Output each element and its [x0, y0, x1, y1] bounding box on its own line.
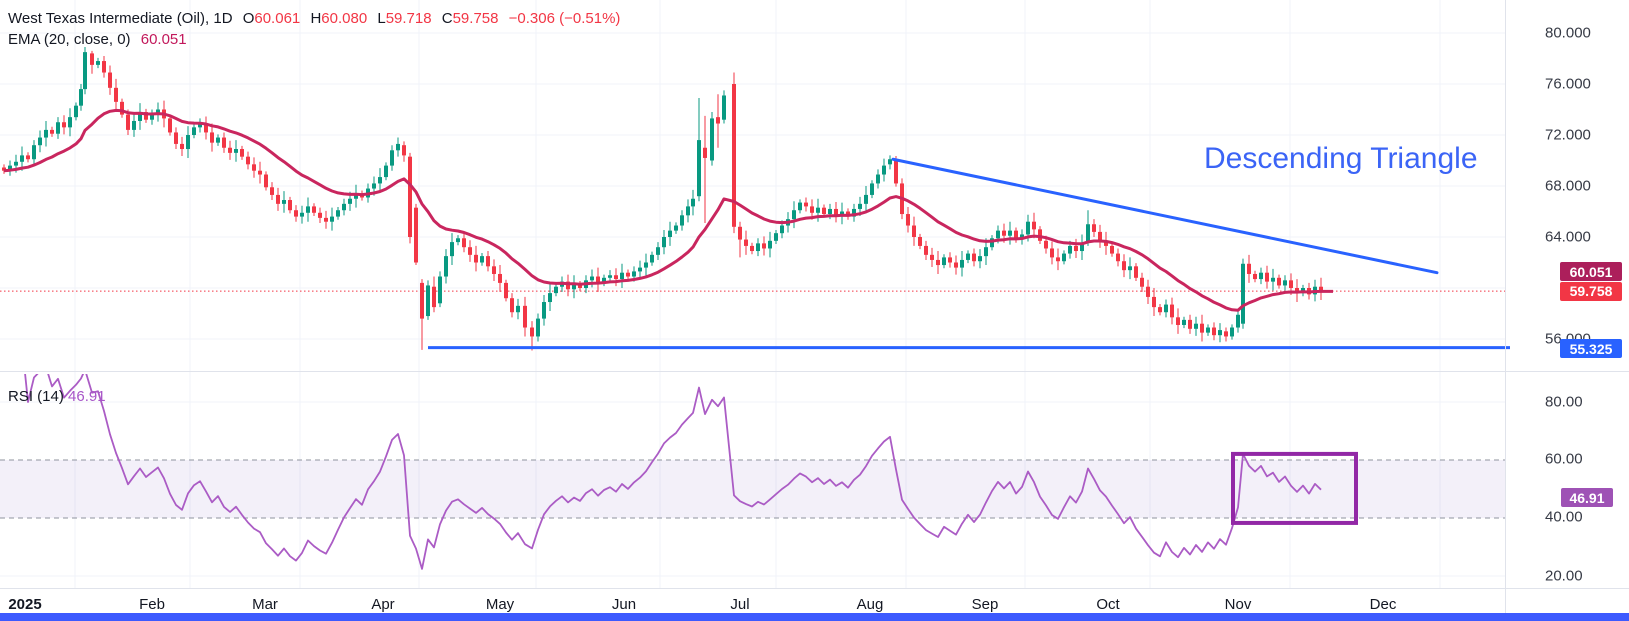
time-tick-label: Apr: [371, 596, 395, 613]
price-tick-label: 68.000: [1545, 177, 1591, 195]
high-label: H: [310, 10, 322, 27]
time-tick-label: Jul: [730, 596, 750, 613]
low-value: 59.718: [385, 10, 432, 27]
rsi-tick-label: 80.00: [1545, 393, 1583, 411]
bottom-accent-bar: [0, 613, 1629, 621]
high-value: 60.080: [321, 10, 368, 27]
last-price-badge: 59.758: [1560, 281, 1622, 301]
axis-separator: [1505, 0, 1506, 613]
support-price-badge: 55.325: [1560, 339, 1622, 359]
ema-value: 60.051: [140, 31, 187, 48]
time-tick-label: Feb: [139, 596, 165, 613]
rsi-header: RSI (14) 46.91: [8, 388, 106, 405]
rsi-value: 46.91: [68, 388, 106, 405]
time-tick-label: May: [485, 596, 515, 613]
open-label: O: [242, 10, 255, 27]
price-tick-label: 64.000: [1545, 228, 1591, 246]
close-value: 59.758: [452, 10, 499, 27]
ema-line[interactable]: [3, 108, 1333, 312]
symbol-header: West Texas Intermediate (Oil), 1D O60.06…: [8, 10, 620, 27]
pane-divider[interactable]: [0, 371, 1629, 372]
price-tick-label: 80.000: [1545, 24, 1591, 42]
time-axis-border: [0, 588, 1629, 589]
rsi-line: [24, 374, 1322, 570]
time-tick-label: Sep: [971, 596, 999, 613]
change-value: −0.306 (−0.51%): [508, 10, 621, 27]
descending-trendline[interactable]: [891, 157, 1439, 275]
open-value: 60.061: [254, 10, 301, 27]
rsi-tick-label: 40.00: [1545, 508, 1583, 526]
rsi-rectangle-drawing[interactable]: [1231, 451, 1358, 525]
ema-price-badge: 60.051: [1560, 262, 1622, 282]
close-label: C: [441, 10, 453, 27]
price-tick-label: 76.000: [1545, 75, 1591, 93]
time-tick-label: Jun: [611, 596, 637, 613]
time-tick-label: Mar: [252, 596, 278, 613]
grid: [0, 0, 1505, 588]
ema-label: EMA (20, close, 0): [8, 31, 131, 48]
price-tick-label: 72.000: [1545, 126, 1591, 144]
time-tick-label: 2025: [8, 596, 42, 613]
time-tick-label: Aug: [856, 596, 884, 613]
time-tick-label: Nov: [1224, 596, 1252, 613]
time-tick-label: Oct: [1096, 596, 1120, 613]
symbol-title: West Texas Intermediate (Oil), 1D: [8, 10, 233, 27]
candles: [2, 47, 1323, 351]
rsi-tick-label: 20.00: [1545, 567, 1583, 585]
low-label: L: [377, 10, 386, 27]
ema-header: EMA (20, close, 0) 60.051: [8, 31, 187, 48]
rsi-value-badge: 46.91: [1561, 488, 1613, 508]
time-tick-label: Dec: [1369, 596, 1397, 613]
descending-triangle-annotation[interactable]: Descending Triangle: [1204, 142, 1478, 175]
rsi-indicator-label: RSI (14): [8, 388, 64, 405]
rsi-tick-label: 60.00: [1545, 450, 1583, 468]
